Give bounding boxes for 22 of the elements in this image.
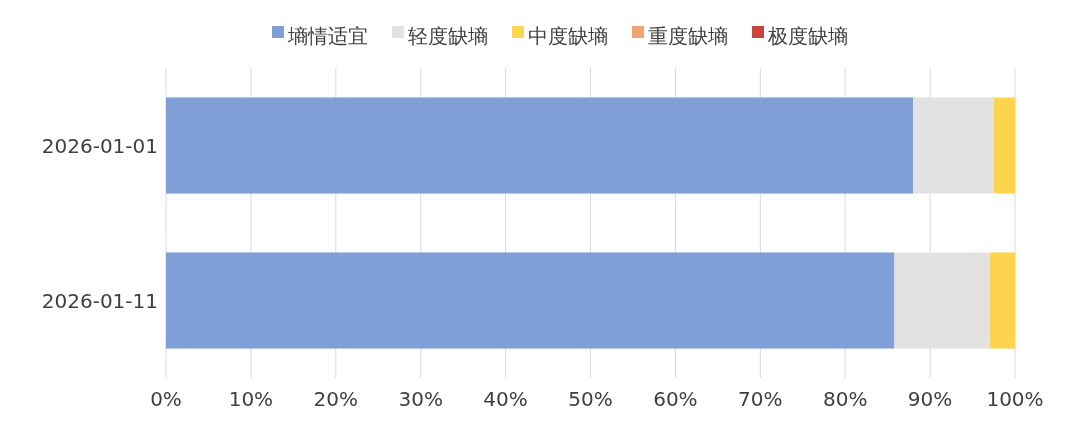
y-tick-label: 2026-01-11: [41, 288, 158, 313]
bar: [166, 252, 895, 349]
x-tick-label: 80%: [822, 387, 868, 411]
x-tick-label: 70%: [738, 387, 783, 411]
x-tick-label: 50%: [568, 387, 613, 411]
x-tick-label: 40%: [483, 387, 528, 411]
x-tick-label: 60%: [653, 387, 698, 411]
x-tick-label: 100%: [986, 387, 1044, 411]
legend-label: 重度缺墒: [648, 24, 728, 48]
legend-label: 极度缺墒: [767, 24, 848, 48]
x-tick-label: 20%: [313, 387, 359, 411]
bar: [989, 252, 1015, 349]
x-tick-label: 90%: [907, 387, 953, 411]
x-tick-label: 30%: [398, 387, 443, 411]
legend-label: 墒情适宜: [287, 24, 368, 48]
legend-label: 轻度缺墒: [408, 24, 488, 48]
bar: [993, 97, 1015, 194]
bar: [166, 97, 914, 194]
y-tick-label: 2026-01-01: [41, 133, 158, 158]
x-tick-label: 0%: [150, 387, 182, 411]
x-tick-label: 10%: [228, 387, 274, 411]
legend-label: 中度缺墒: [528, 24, 608, 48]
